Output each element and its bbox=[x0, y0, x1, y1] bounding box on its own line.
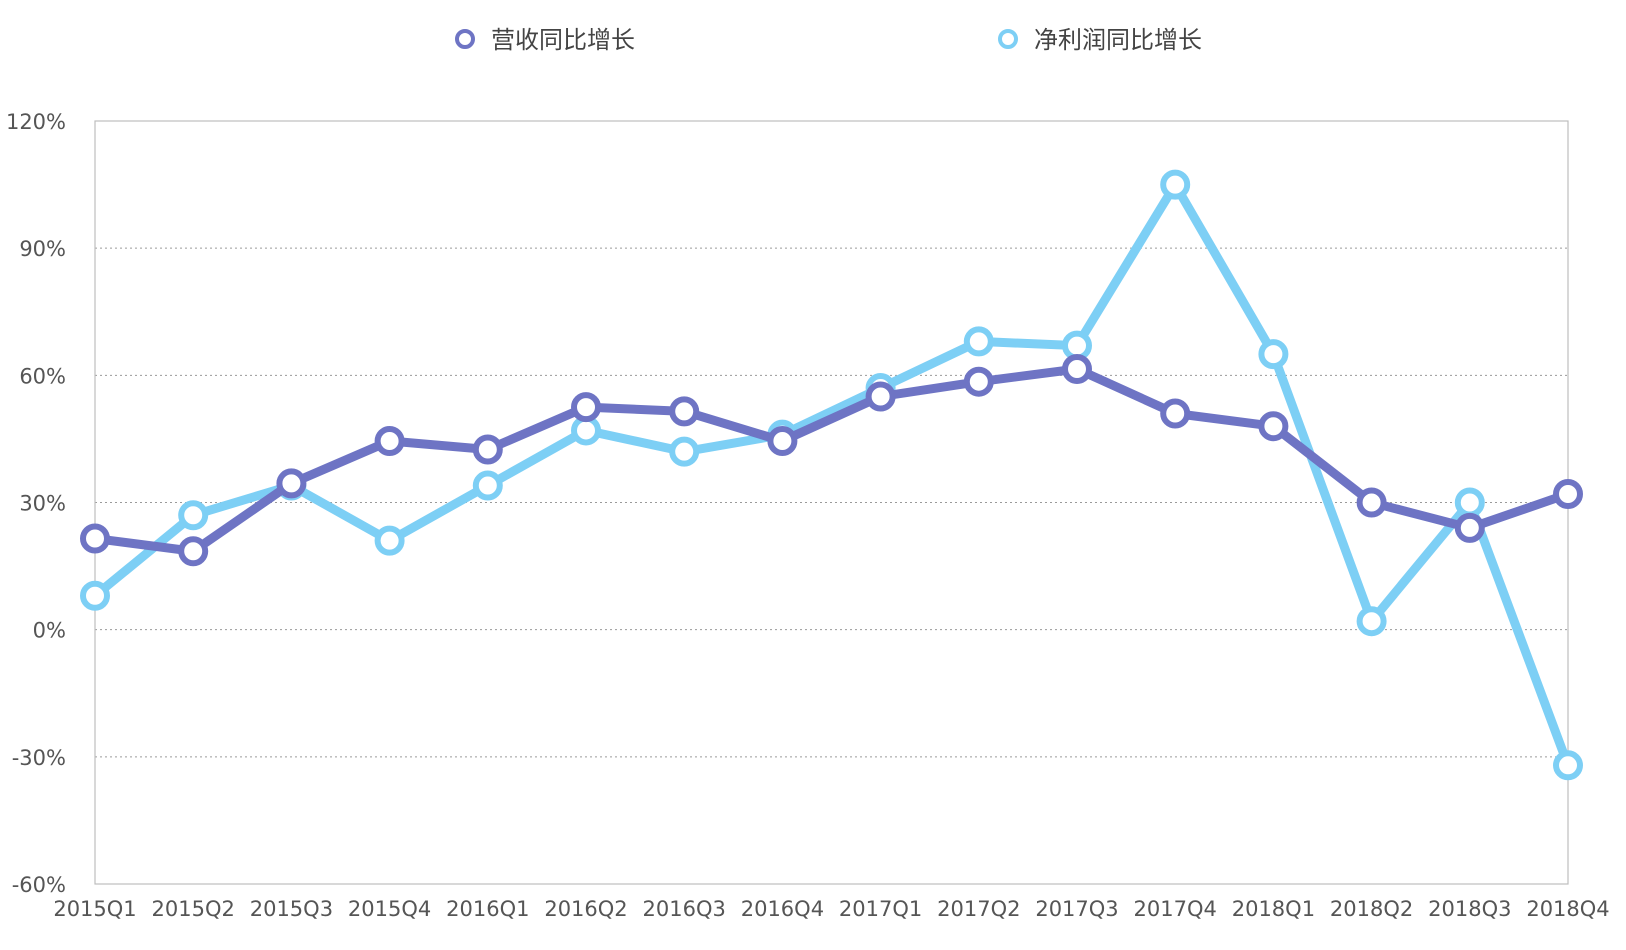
data-point[interactable] bbox=[1258, 339, 1289, 370]
data-point[interactable] bbox=[1356, 487, 1387, 518]
x-tick-label: 2017Q4 bbox=[1134, 897, 1217, 921]
x-tick-label: 2018Q4 bbox=[1526, 897, 1609, 921]
x-tick-label: 2018Q1 bbox=[1232, 897, 1315, 921]
grid-lines bbox=[95, 247, 1568, 758]
y-tick-label: 30% bbox=[19, 492, 66, 516]
x-tick-label: 2015Q2 bbox=[152, 897, 235, 921]
x-axis-ticks: 2015Q1 2015Q2 2015Q3 2015Q4 2016Q1 2016Q2 2016… bbox=[53, 897, 1609, 921]
x-tick-label: 2016Q3 bbox=[643, 897, 726, 921]
legend-label: 营收同比增长 bbox=[491, 26, 635, 54]
data-point[interactable] bbox=[178, 536, 209, 567]
series-line bbox=[90, 180, 1573, 770]
x-tick-label: 2016Q4 bbox=[741, 897, 824, 921]
legend-item[interactable]: 营收同比增长 bbox=[455, 26, 635, 54]
y-tick-label: 120% bbox=[6, 110, 66, 134]
series-revenue bbox=[80, 353, 1583, 567]
data-point[interactable] bbox=[1062, 353, 1092, 384]
data-point[interactable] bbox=[767, 426, 798, 457]
data-point[interactable] bbox=[1454, 487, 1485, 518]
data-point[interactable] bbox=[80, 523, 110, 554]
data-point[interactable] bbox=[571, 392, 601, 423]
data-point[interactable] bbox=[963, 366, 994, 397]
x-tick-label: 2017Q3 bbox=[1035, 897, 1118, 921]
y-tick-label: 90% bbox=[19, 237, 66, 261]
y-axis-ticks: -60% -30% 0% 30% 60% 90% 120% bbox=[6, 110, 66, 897]
data-point[interactable] bbox=[1553, 750, 1583, 781]
data-point[interactable] bbox=[669, 436, 700, 467]
x-tick-label: 2015Q3 bbox=[250, 897, 333, 921]
data-point[interactable] bbox=[1454, 512, 1485, 543]
data-point[interactable] bbox=[374, 525, 405, 556]
data-point[interactable] bbox=[374, 426, 405, 457]
x-tick-label: 2017Q2 bbox=[937, 897, 1020, 921]
y-tick-label: -30% bbox=[12, 746, 66, 770]
legend-marker-icon bbox=[998, 29, 1018, 49]
data-point[interactable] bbox=[669, 396, 700, 427]
data-point[interactable] bbox=[1553, 479, 1583, 510]
series-line bbox=[90, 364, 1573, 556]
legend: 营收同比增长 净利润同比增长 bbox=[455, 26, 1202, 54]
y-tick-label: 0% bbox=[33, 619, 66, 643]
data-point[interactable] bbox=[1356, 606, 1387, 637]
x-tick-label: 2017Q1 bbox=[839, 897, 922, 921]
legend-label: 净利润同比增长 bbox=[1034, 26, 1202, 54]
x-tick-label: 2016Q1 bbox=[446, 897, 529, 921]
data-point[interactable] bbox=[472, 470, 503, 501]
data-point[interactable] bbox=[472, 434, 503, 465]
legend-marker-icon bbox=[455, 29, 475, 49]
x-tick-label: 2018Q3 bbox=[1428, 897, 1511, 921]
data-point[interactable] bbox=[80, 580, 110, 611]
data-point[interactable] bbox=[1160, 169, 1191, 200]
y-tick-label: 60% bbox=[19, 364, 66, 388]
y-tick-label: -60% bbox=[12, 873, 66, 897]
data-point[interactable] bbox=[1160, 398, 1191, 429]
data-point[interactable] bbox=[865, 381, 896, 412]
data-point[interactable] bbox=[1258, 411, 1289, 442]
x-tick-label: 2016Q2 bbox=[544, 897, 627, 921]
data-point[interactable] bbox=[276, 468, 307, 499]
x-tick-label: 2015Q1 bbox=[53, 897, 136, 921]
legend-item[interactable]: 净利润同比增长 bbox=[998, 26, 1202, 54]
series-group bbox=[80, 169, 1583, 781]
data-point[interactable] bbox=[963, 326, 994, 357]
data-point[interactable] bbox=[178, 500, 209, 531]
x-tick-label: 2015Q4 bbox=[348, 897, 431, 921]
x-tick-label: 2018Q2 bbox=[1330, 897, 1413, 921]
